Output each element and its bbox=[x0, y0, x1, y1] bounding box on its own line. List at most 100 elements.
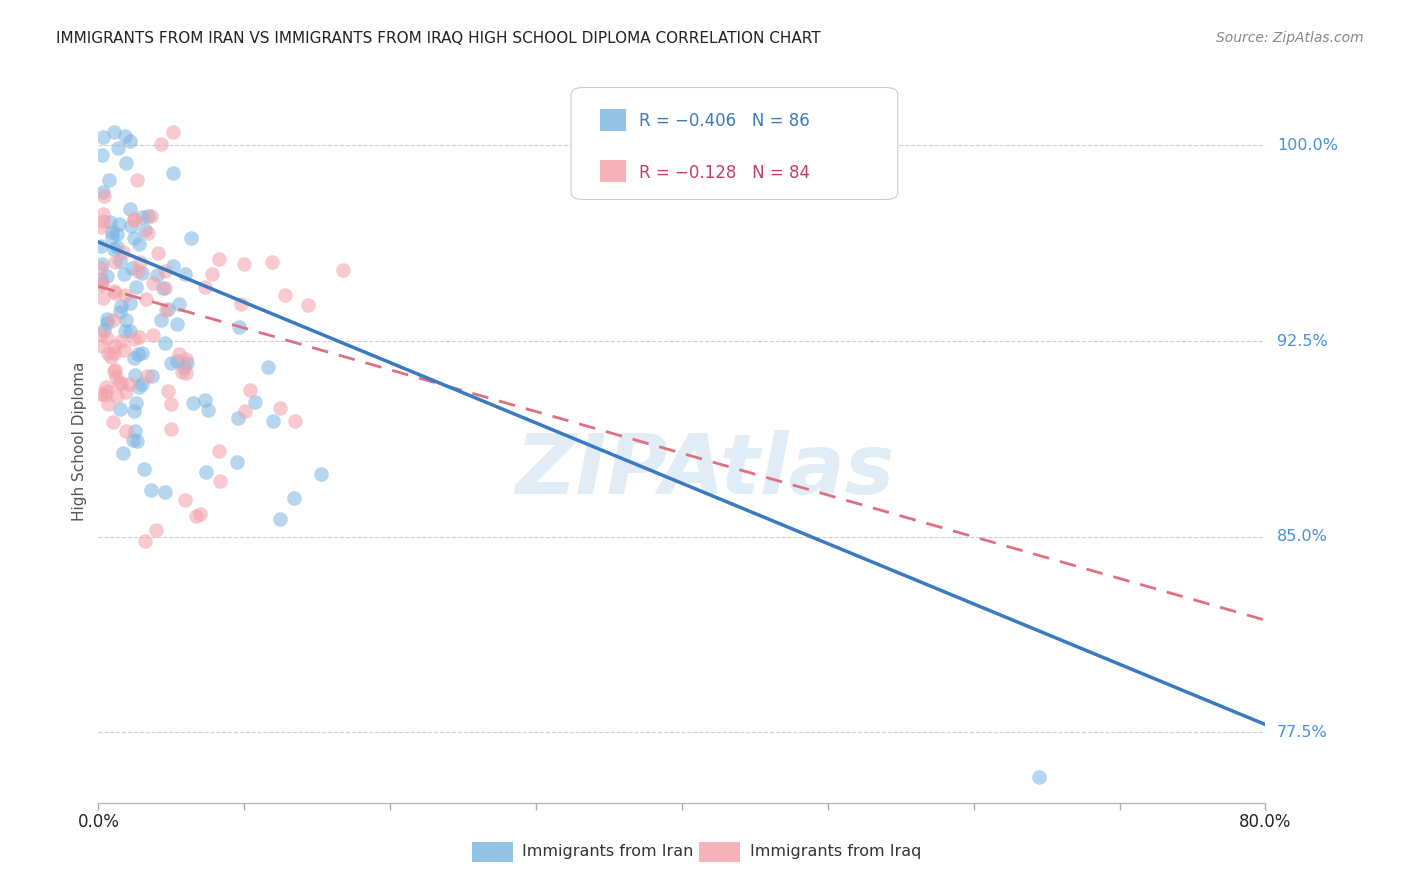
Point bbox=[96, 397, 118, 411]
Point bbox=[104, 339, 127, 353]
Text: R = −0.406   N = 86: R = −0.406 N = 86 bbox=[638, 112, 810, 130]
Text: R = −0.128   N = 84: R = −0.128 N = 84 bbox=[638, 164, 810, 182]
Point bbox=[93, 189, 115, 203]
Point bbox=[115, 424, 138, 438]
Point bbox=[98, 172, 121, 186]
Point bbox=[118, 202, 141, 216]
Point bbox=[91, 339, 114, 353]
Point bbox=[118, 324, 141, 338]
Point bbox=[96, 312, 118, 326]
Point bbox=[174, 267, 197, 281]
Point bbox=[145, 523, 167, 537]
Text: 100.0%: 100.0% bbox=[1277, 138, 1339, 153]
Point bbox=[297, 298, 319, 312]
Point bbox=[273, 288, 295, 302]
Point bbox=[94, 388, 117, 402]
Point bbox=[114, 385, 136, 400]
Point bbox=[127, 434, 149, 449]
Point bbox=[91, 276, 114, 290]
Point bbox=[103, 242, 125, 256]
Point bbox=[90, 257, 112, 271]
Point bbox=[121, 260, 143, 275]
Point bbox=[166, 354, 188, 368]
Point bbox=[127, 264, 149, 278]
Point bbox=[91, 214, 114, 228]
Point bbox=[188, 508, 211, 522]
Point bbox=[180, 231, 202, 245]
Point bbox=[139, 483, 162, 498]
Point bbox=[105, 227, 128, 242]
Point bbox=[194, 280, 217, 294]
Point bbox=[131, 377, 153, 392]
Point bbox=[110, 254, 132, 268]
Point bbox=[100, 350, 122, 364]
Point bbox=[162, 125, 184, 139]
Point bbox=[90, 220, 112, 235]
Text: 0.0%: 0.0% bbox=[77, 814, 120, 831]
Point bbox=[103, 284, 125, 298]
Point bbox=[155, 484, 177, 499]
Point bbox=[103, 363, 125, 377]
Point bbox=[166, 317, 188, 331]
Point bbox=[239, 384, 262, 398]
Point bbox=[103, 346, 125, 360]
Point bbox=[105, 389, 128, 403]
Point bbox=[149, 313, 172, 327]
Point bbox=[122, 404, 145, 418]
Text: 80.0%: 80.0% bbox=[1239, 814, 1292, 831]
Point bbox=[104, 363, 127, 377]
Point bbox=[174, 351, 197, 366]
Point bbox=[122, 433, 145, 447]
Point bbox=[115, 313, 138, 327]
Point bbox=[124, 351, 146, 366]
Point bbox=[283, 491, 305, 505]
Point bbox=[128, 237, 150, 252]
Point bbox=[208, 252, 231, 266]
Point bbox=[93, 323, 115, 337]
Point bbox=[118, 377, 141, 392]
Point bbox=[125, 395, 148, 409]
Point bbox=[98, 214, 121, 228]
Point bbox=[141, 368, 163, 383]
Point bbox=[153, 336, 176, 351]
Point bbox=[96, 380, 118, 394]
Point bbox=[134, 223, 156, 237]
Point bbox=[124, 424, 146, 438]
Point bbox=[162, 166, 184, 180]
Point bbox=[131, 210, 153, 224]
Text: Immigrants from Iran: Immigrants from Iran bbox=[522, 845, 693, 859]
Point bbox=[91, 186, 114, 200]
Point bbox=[201, 267, 224, 281]
Point bbox=[233, 404, 256, 418]
Point bbox=[104, 286, 127, 301]
Point bbox=[103, 125, 125, 139]
Point bbox=[101, 229, 124, 244]
Point bbox=[129, 255, 152, 269]
Point bbox=[152, 281, 174, 295]
Point bbox=[262, 414, 284, 428]
Point bbox=[105, 240, 128, 254]
Point bbox=[103, 313, 125, 327]
Point bbox=[114, 156, 136, 170]
Point bbox=[114, 287, 136, 301]
Point bbox=[208, 474, 231, 488]
Point bbox=[110, 299, 132, 313]
Point bbox=[108, 305, 131, 319]
Point bbox=[156, 301, 179, 316]
Point bbox=[136, 209, 159, 223]
FancyBboxPatch shape bbox=[571, 87, 898, 200]
Point bbox=[142, 327, 165, 342]
Point bbox=[90, 277, 112, 292]
Point bbox=[233, 256, 256, 270]
Point bbox=[96, 330, 118, 344]
Point bbox=[101, 415, 124, 429]
Point bbox=[141, 276, 163, 290]
Text: ZIPAtlas: ZIPAtlas bbox=[516, 430, 896, 511]
Point bbox=[91, 148, 114, 162]
Point bbox=[108, 401, 131, 416]
Point bbox=[114, 129, 136, 144]
Point bbox=[160, 397, 183, 411]
Point bbox=[173, 493, 195, 508]
Point bbox=[124, 368, 146, 382]
Point bbox=[122, 212, 145, 227]
